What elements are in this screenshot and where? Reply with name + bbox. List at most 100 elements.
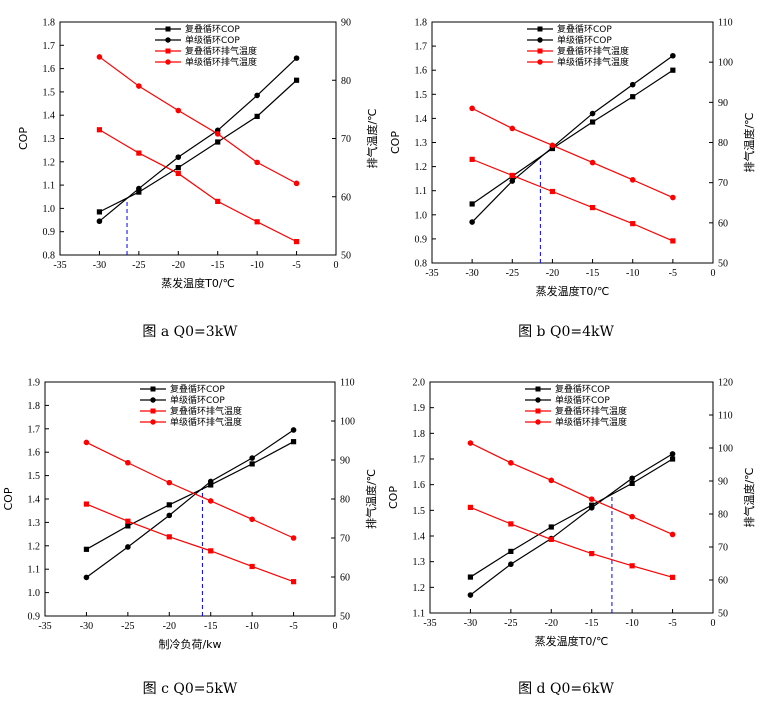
x-tick-label: 0 xyxy=(711,618,716,629)
y2-tick-label: 110 xyxy=(340,378,355,389)
data-point-circle xyxy=(589,505,595,511)
x-tick-label: -35 xyxy=(423,618,436,629)
data-point-circle xyxy=(125,460,131,466)
x-tick-label: -25 xyxy=(504,618,517,629)
y2-tick-label: 110 xyxy=(718,411,733,422)
y-tick-label: 2.0 xyxy=(413,378,426,389)
legend-label: 单级循环COP xyxy=(170,394,225,406)
data-point-square xyxy=(468,574,473,579)
legend-label: 复叠循环排气温度 xyxy=(185,45,257,57)
y-tick-label: 1.1 xyxy=(43,181,56,192)
y2-tick-label: 60 xyxy=(718,576,728,587)
y-tick-label: 1.6 xyxy=(415,66,428,77)
y2-tick-label: 100 xyxy=(718,58,733,69)
y-tick-label: 0.8 xyxy=(43,251,56,262)
y2-tick-label: 70 xyxy=(718,543,728,554)
y-tick-label: 1.2 xyxy=(43,157,56,168)
data-point-square xyxy=(167,534,172,539)
y-tick-label: 1.9 xyxy=(28,378,41,389)
y-tick-label: 1.7 xyxy=(413,455,426,466)
y-tick-label: 1.8 xyxy=(28,401,41,412)
data-point-circle xyxy=(166,513,172,519)
y2-tick-label: 60 xyxy=(340,573,350,584)
y-tick-label: 0.9 xyxy=(43,227,56,238)
x-tick-label: -15 xyxy=(211,260,224,271)
y-tick-label: 1.6 xyxy=(43,64,56,75)
y2-tick-label: 70 xyxy=(341,134,351,145)
x-axis-label: 蒸发温度T0/℃ xyxy=(535,634,609,648)
legend-label: 单级循环COP xyxy=(555,394,610,406)
x-tick-label: -25 xyxy=(121,621,134,632)
data-point-square xyxy=(508,521,513,526)
legend-marker-square xyxy=(151,387,156,392)
data-point-square xyxy=(291,439,296,444)
x-tick-label: -10 xyxy=(625,618,638,629)
x-tick-label: -35 xyxy=(53,260,66,271)
legend-label: 复叠循环COP xyxy=(185,23,240,35)
y2-tick-label: 120 xyxy=(718,378,733,389)
data-point-circle xyxy=(249,516,255,522)
data-point-square xyxy=(208,548,213,553)
data-point-square xyxy=(255,114,260,119)
x-axis-label: 制冷负荷/kw xyxy=(158,637,221,651)
panel-caption: 图 a Q0=3kW xyxy=(142,324,238,340)
y2-tick-label: 100 xyxy=(718,444,733,455)
y2-tick-label: 70 xyxy=(340,534,350,545)
x-tick-label: -30 xyxy=(93,260,106,271)
legend-label: 复叠循环COP xyxy=(170,383,225,395)
data-point-square xyxy=(549,537,554,542)
legend-label: 复叠循环排气温度 xyxy=(557,45,629,57)
data-point-square xyxy=(670,575,675,580)
data-point-square xyxy=(250,461,255,466)
series-line-2 xyxy=(86,430,293,577)
data-point-square xyxy=(630,481,635,486)
y2-tick-label: 80 xyxy=(340,495,350,506)
data-point-square xyxy=(215,139,220,144)
data-point-circle xyxy=(468,592,474,598)
chart-panel-4: -35 -30 -25 -20 -15 -10 -5 0 1.1 1.2 1.3 1.4 1.5 1.6 1… xyxy=(387,378,756,698)
data-point-square xyxy=(550,189,555,194)
data-point-circle xyxy=(630,82,636,88)
legend-marker-circle xyxy=(165,59,170,64)
data-point-square xyxy=(630,221,635,226)
data-point-circle xyxy=(166,480,172,486)
data-point-circle xyxy=(291,535,297,541)
y-tick-label: 1.5 xyxy=(415,90,428,101)
data-point-square xyxy=(549,524,554,529)
data-point-square xyxy=(176,171,181,176)
panel-caption: 图 c Q0=5kW xyxy=(143,681,238,697)
data-point-circle xyxy=(508,460,514,466)
y2-tick-label: 70 xyxy=(718,178,728,189)
legend-marker-square xyxy=(166,27,171,32)
y-axis-label: COP xyxy=(2,487,15,510)
x-tick-label: -15 xyxy=(204,621,217,632)
x-tick-label: -30 xyxy=(465,268,478,279)
data-point-square xyxy=(84,501,89,506)
data-point-circle xyxy=(254,160,260,166)
y-tick-label: 1.1 xyxy=(413,609,426,620)
y2-tick-label: 50 xyxy=(341,251,351,262)
y-tick-label: 1.7 xyxy=(28,424,41,435)
y-tick-label: 1.7 xyxy=(43,41,56,52)
series-line-3 xyxy=(99,130,296,242)
y2-tick-label: 90 xyxy=(340,456,350,467)
series-line-4 xyxy=(86,442,293,538)
x-tick-label: -20 xyxy=(163,621,176,632)
y2-axis-label: 排气温度/℃ xyxy=(364,469,378,529)
y-tick-label: 1.7 xyxy=(415,42,428,53)
data-point-circle xyxy=(630,177,636,183)
chart-panel-2: -35 -30 -25 -20 -15 -10 -5 00.80.91.01.11.21.31… xyxy=(389,18,756,341)
x-tick-label: -20 xyxy=(545,618,558,629)
legend-marker-square xyxy=(538,49,543,54)
data-point-circle xyxy=(670,451,676,457)
series-line-3 xyxy=(86,504,293,582)
y-tick-label: 1.0 xyxy=(415,210,428,221)
x-tick-label: -35 xyxy=(38,621,51,632)
data-point-square xyxy=(125,519,130,524)
series-line-2 xyxy=(99,58,296,221)
data-point-circle xyxy=(84,575,90,581)
y-tick-label: 1.0 xyxy=(43,204,56,215)
y2-tick-label: 90 xyxy=(718,98,728,109)
y-tick-label: 1.4 xyxy=(43,111,56,122)
data-point-circle xyxy=(508,561,514,567)
